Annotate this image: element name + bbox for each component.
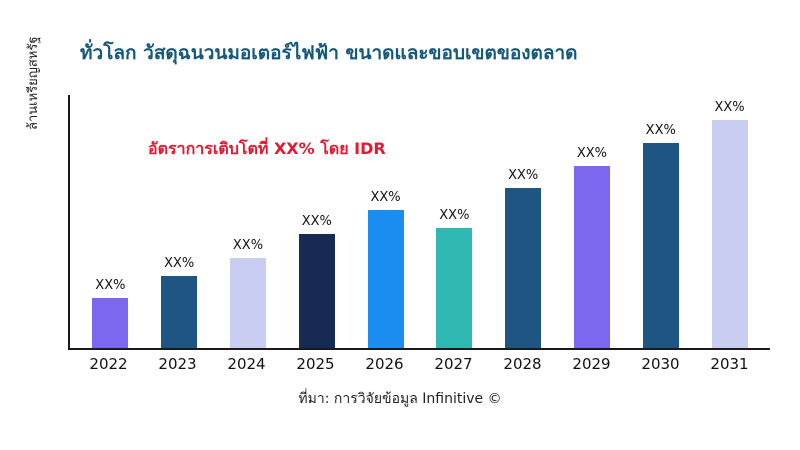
x-tick-label-2024: 2024 xyxy=(227,355,266,373)
bar-column-2030: XX% xyxy=(629,123,693,348)
bar-value-label: XX% xyxy=(714,100,745,115)
x-tick-label-2025: 2025 xyxy=(296,355,335,373)
x-tick-label-2030: 2030 xyxy=(641,355,680,373)
growth-annotation: อัตราการเติบโตที่ XX% โดย IDR xyxy=(148,139,386,158)
bar-column-2022: XX% xyxy=(78,278,142,348)
x-tick-label-2028: 2028 xyxy=(503,355,542,373)
bar-column-2028: XX% xyxy=(491,168,555,348)
bar-2031 xyxy=(711,120,748,348)
bar-column-2026: XX% xyxy=(354,190,418,348)
bar-column-2023: XX% xyxy=(147,256,211,348)
bar-2026 xyxy=(367,210,404,348)
x-tick-label-2023: 2023 xyxy=(158,355,197,373)
bar-value-label: XX% xyxy=(301,214,332,229)
x-tick-label-2022: 2022 xyxy=(89,355,128,373)
y-axis-label: ล้านเหรียญสหรัฐ xyxy=(26,36,41,130)
bar-2030 xyxy=(642,143,679,348)
source-note: ที่มา: การวิจัยข้อมูล Infinitive © xyxy=(298,391,502,407)
bar-2029 xyxy=(573,166,610,348)
plot-area: อัตราการเติบโตที่ XX% โดย IDR XX% XX% XX% X… xyxy=(68,95,770,350)
bar-2023 xyxy=(161,276,198,348)
bar-column-2029: XX% xyxy=(560,146,624,348)
x-tick-label-2029: 2029 xyxy=(572,355,611,373)
bar-2022 xyxy=(92,298,129,348)
bar-column-2025: XX% xyxy=(285,214,349,348)
bar-value-label: XX% xyxy=(232,238,264,253)
bar-value-label: XX% xyxy=(95,278,126,293)
bars-container: XX% XX% XX% XX% XX% XX% XX% XX% XX% XX% xyxy=(70,95,770,348)
x-tick-label-2027: 2027 xyxy=(434,355,473,373)
bar-value-label: XX% xyxy=(370,190,401,205)
bar-value-label: XX% xyxy=(645,123,676,138)
bar-column-2027: XX% xyxy=(422,208,486,348)
x-tick-label-2031: 2031 xyxy=(710,355,749,373)
bar-2025 xyxy=(298,234,335,348)
bar-value-label: XX% xyxy=(439,208,470,223)
bar-column-2031: XX% xyxy=(698,100,762,348)
bar-2028 xyxy=(505,188,542,348)
x-tick-label-2026: 2026 xyxy=(365,355,404,373)
bar-column-2024: XX% xyxy=(216,238,280,348)
bar-2027 xyxy=(436,228,473,348)
chart-title: ทั่วโลก วัสดุฉนวนมอเตอร์ไฟฟ้า ขนาดและขอบ… xyxy=(80,42,578,64)
bar-value-label: XX% xyxy=(576,146,608,161)
bar-2024 xyxy=(229,258,266,348)
bar-value-label: XX% xyxy=(508,168,539,183)
bar-value-label: XX% xyxy=(164,256,195,271)
x-axis-ticks: 2022 2023 2024 2025 2026 2027 2028 2029 2030 2031 xyxy=(68,355,770,373)
